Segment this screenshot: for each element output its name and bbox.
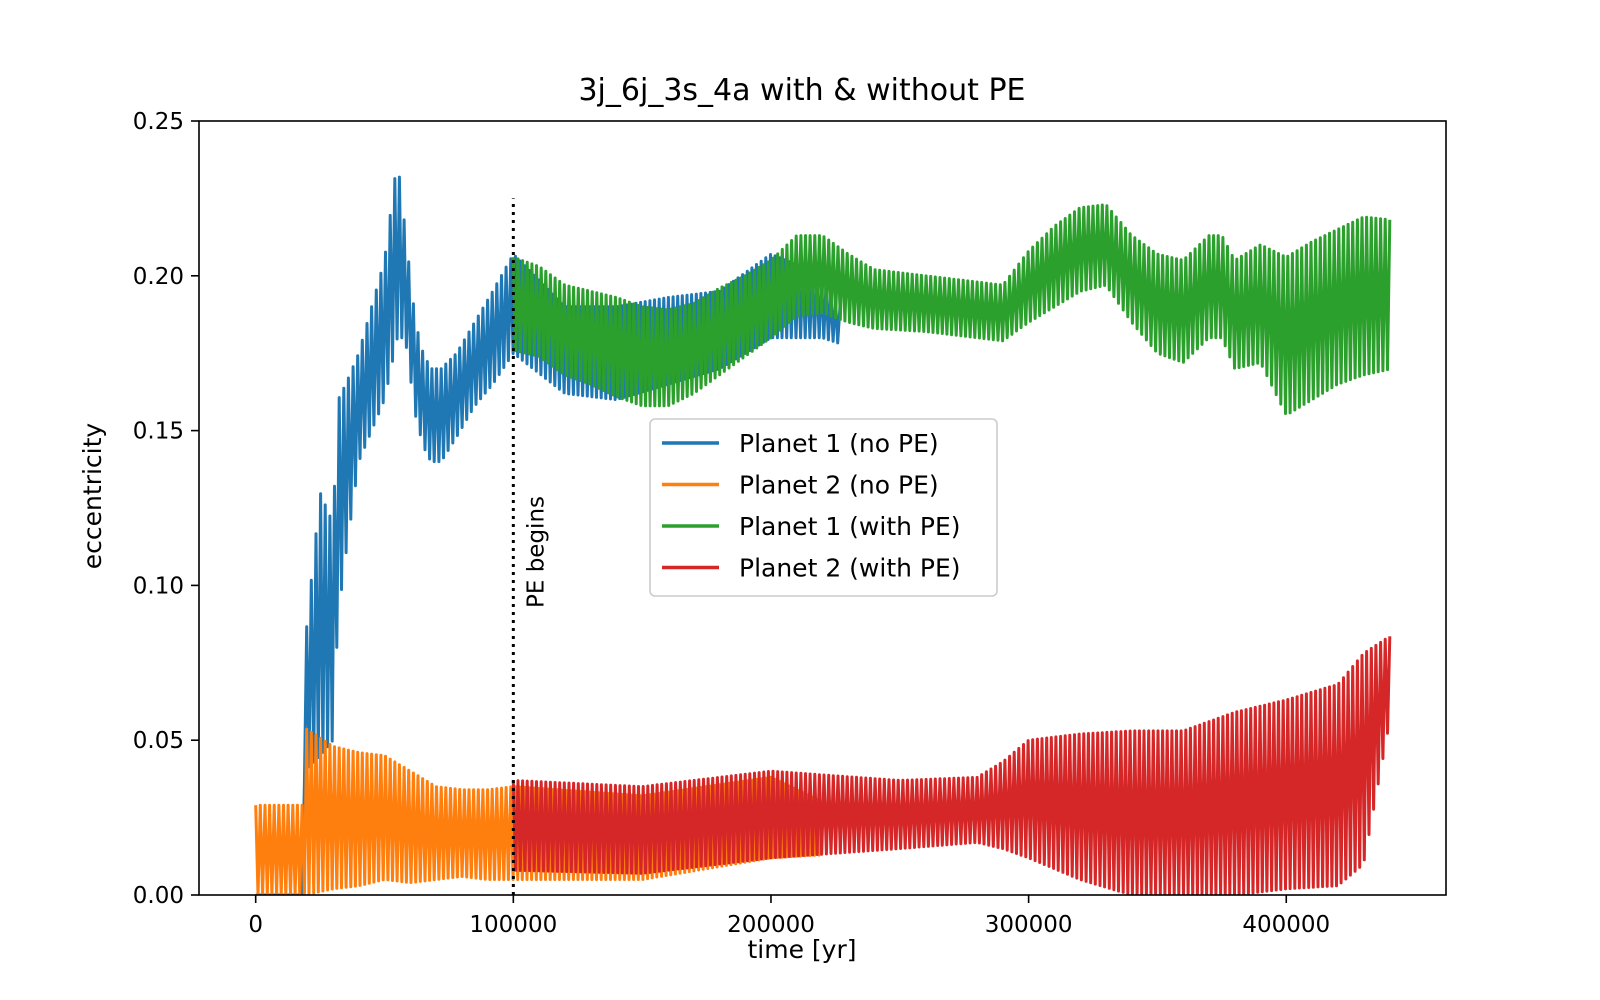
- axis-layer: 0 100000 200000 300000 400000 0.00 0.05 0.10 0.1…: [133, 109, 1330, 938]
- y-tick-label: 0.00: [133, 883, 184, 909]
- chart-title: 3j_6j_3s_4a with & without PE: [578, 73, 1025, 108]
- legend-label: Planet 2 (with PE): [739, 554, 961, 583]
- x-axis-title: time [yr]: [747, 935, 856, 964]
- y-tick-label: 0.15: [133, 419, 184, 445]
- annotation-layer: PE begins: [511, 198, 549, 895]
- series-layer: [254, 175, 1392, 895]
- y-axis-title: eccentricity: [78, 423, 107, 570]
- series-line-planet-2-with-pe: [511, 636, 1392, 895]
- legend-label: Planet 2 (no PE): [739, 471, 939, 500]
- legend-label: Planet 1 (with PE): [739, 512, 961, 541]
- y-tick-label: 0.05: [133, 728, 184, 754]
- plot-frame: [198, 120, 1447, 896]
- x-tick-label: 300000: [985, 912, 1073, 938]
- x-tick-label: 100000: [469, 912, 557, 938]
- y-tick-label: 0.20: [133, 264, 184, 290]
- y-tick-label: 0.25: [133, 109, 184, 135]
- x-tick-label: 400000: [1242, 912, 1330, 938]
- series-line-planet-1-no-pe: [255, 175, 842, 895]
- x-tick-label: 0: [248, 912, 263, 938]
- legend-label: Planet 1 (no PE): [739, 429, 939, 458]
- x-tick-label: 200000: [727, 912, 815, 938]
- legend: Planet 1 (no PE) Planet 2 (no PE) Planet 1…: [649, 418, 998, 597]
- y-tick-label: 0.10: [133, 573, 184, 599]
- pe-begins-label: PE begins: [523, 496, 549, 608]
- series-line-planet-1-with-pe: [511, 203, 1392, 415]
- legend-box: [649, 418, 998, 597]
